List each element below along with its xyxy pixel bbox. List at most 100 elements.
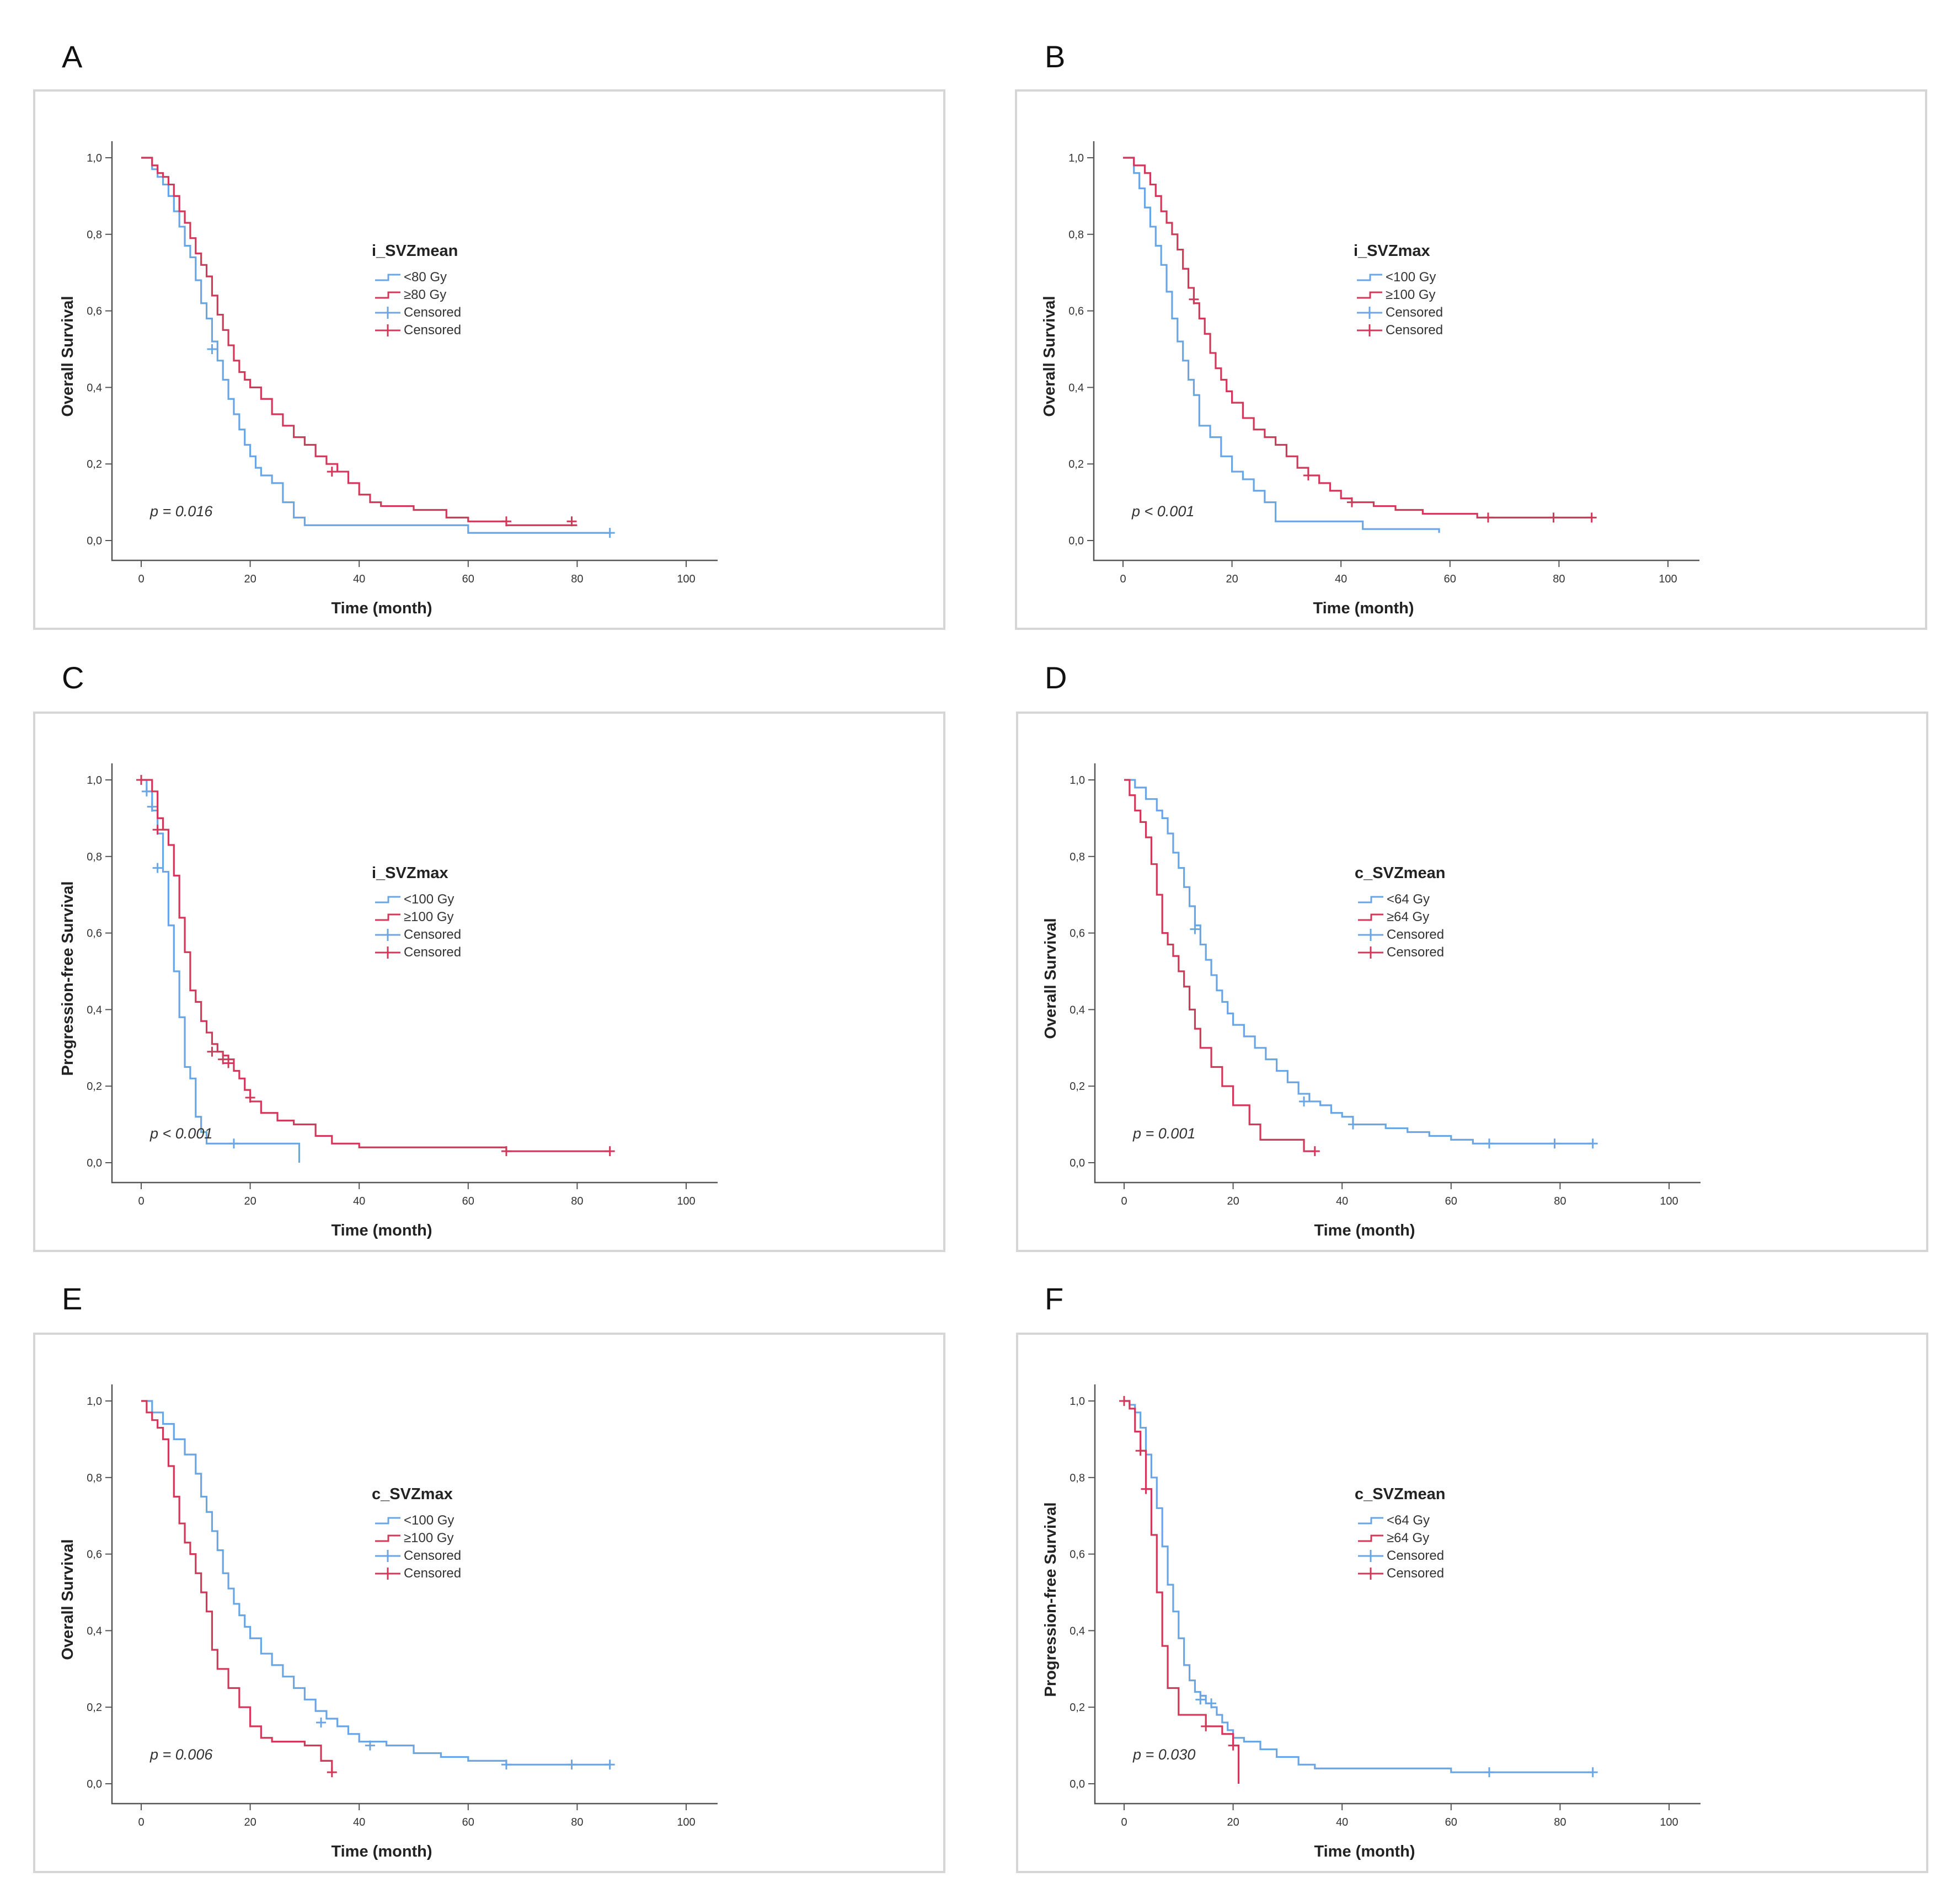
axes-lines (111, 763, 718, 1184)
panel-letter-a: A (62, 39, 83, 74)
censor-mark (136, 775, 146, 785)
panel-letter-f: F (1045, 1281, 1064, 1316)
x-tick-label: 100 (677, 1816, 695, 1828)
x-tick-label: 80 (1554, 1816, 1566, 1828)
legend-censor-symbol (375, 1550, 400, 1562)
censor-mark (605, 1759, 615, 1770)
censor-mark (1484, 1138, 1494, 1149)
censor-mark (501, 1146, 511, 1157)
censor-mark (501, 516, 511, 527)
legend-entry: Censored (1387, 927, 1444, 942)
axes-lines (1094, 1384, 1701, 1805)
y-axis-title: Overall Survival (59, 296, 77, 416)
legend-title: i_SVZmax (372, 864, 448, 882)
censor-mark (1587, 1767, 1598, 1778)
x-axis-title: Time (month) (331, 1843, 432, 1860)
x-tick-label: 80 (571, 1816, 583, 1828)
censor-mark (566, 516, 577, 527)
censor-mark (141, 786, 152, 796)
legend-step-symbol (1357, 291, 1382, 299)
y-axis-title: Overall Survival (1041, 296, 1058, 416)
legend-censor-symbol (1357, 307, 1382, 319)
legend-step-symbol (375, 1517, 400, 1525)
y-tick-label: 0,4 (1070, 1004, 1085, 1016)
censor-mark (1119, 1396, 1129, 1406)
chart-panel-d: 0,0 0,2 0,4 0,6 0,8 1,0 0 20 40 60 80 100 Time (mont… (1016, 712, 1928, 1252)
y-axis-title: Overall Survival (59, 1539, 77, 1660)
km-plot-b: 0,0 0,2 0,4 0,6 0,8 1,0 0 20 40 60 80 100 Time (mont… (1041, 141, 1699, 617)
axes-lines (1094, 763, 1701, 1184)
legend-entry: Censored (1387, 1548, 1444, 1563)
censor-mark (1483, 512, 1493, 523)
legend-entry: <64 Gy (1387, 892, 1430, 907)
x-tick-label: 20 (1227, 1816, 1239, 1828)
legend-censor-symbol (1358, 1550, 1383, 1562)
censor-mark (1201, 1721, 1211, 1731)
y-tick-label: 0,8 (87, 229, 102, 241)
x-tick-label: 0 (138, 1816, 144, 1828)
legend-entry: Censored (1387, 945, 1444, 960)
y-tick-label: 1,0 (1070, 774, 1085, 787)
y-axis-title: Progression-free Survival (1042, 1502, 1060, 1697)
legend-entry: <100 Gy (404, 892, 454, 907)
x-tick-label: 60 (462, 1195, 474, 1207)
y-tick-label: 0,6 (1070, 928, 1085, 940)
series-line-high (141, 1400, 333, 1773)
legend-step-symbol (1358, 1534, 1383, 1542)
x-axis-title: Time (month) (331, 600, 432, 617)
x-tick-label: 60 (1445, 1816, 1457, 1828)
y-tick-label: 0,6 (87, 1549, 102, 1561)
legend-step-symbol (375, 1534, 400, 1542)
km-plot-e: 0,0 0,2 0,4 0,6 0,8 1,0 0 20 40 60 80 100 Time (mont… (59, 1384, 718, 1860)
y-tick-label: 0,4 (1068, 382, 1084, 394)
axes-lines (1093, 141, 1699, 561)
chart-panel-b: 0,0 0,2 0,4 0,6 0,8 1,0 0 20 40 60 80 100 Time (mont… (1015, 89, 1927, 630)
censor-mark (152, 825, 163, 835)
x-tick-label: 40 (353, 1816, 365, 1828)
censor-mark (316, 1717, 327, 1727)
x-tick-label: 0 (1121, 1816, 1127, 1828)
censor-mark (218, 1054, 228, 1065)
legend-entry: Censored (404, 1566, 461, 1581)
series-line-low (141, 1400, 610, 1766)
y-tick-label: 0,0 (87, 1157, 102, 1169)
x-tick-label: 20 (1227, 1195, 1239, 1207)
y-tick-label: 0,6 (1070, 1549, 1085, 1561)
censor-mark (245, 1093, 255, 1103)
legend-step-symbol (1358, 896, 1383, 903)
censor-mark (1549, 1138, 1560, 1149)
y-tick-label: 0,4 (87, 1004, 102, 1016)
p-value-annotation: p = 0.006 (149, 1746, 213, 1763)
p-value-annotation: p = 0.001 (1132, 1125, 1195, 1142)
x-tick-label: 80 (571, 1195, 583, 1207)
legend-entry: ≥64 Gy (1387, 1531, 1429, 1545)
y-tick-label: 0,8 (1068, 229, 1084, 241)
censor-mark (605, 528, 615, 538)
y-axis-title: Overall Survival (1042, 918, 1060, 1039)
legend-censor-symbol (1358, 1568, 1383, 1580)
legend-title: i_SVZmean (372, 242, 458, 260)
legend-step-symbol (375, 913, 400, 921)
censor-mark (147, 801, 157, 812)
censor-mark (1228, 1740, 1238, 1751)
legend-entry: <100 Gy (1386, 270, 1436, 285)
chart-panel-c: 0,0 0,2 0,4 0,6 0,8 1,0 0 20 40 60 80 100 Time (mont… (33, 712, 945, 1252)
censor-mark (327, 1767, 337, 1778)
x-tick-label: 40 (353, 573, 365, 585)
censor-mark (223, 1058, 234, 1068)
censor-mark (1299, 1096, 1309, 1106)
legend-censor-symbol (375, 1568, 400, 1580)
x-axis-title: Time (month) (331, 1222, 432, 1239)
legend-step-symbol (375, 291, 400, 299)
p-value-annotation: p < 0.001 (1131, 503, 1194, 520)
series-line-high (1124, 779, 1315, 1152)
censor-mark (1135, 1446, 1146, 1456)
series-line-high (1123, 157, 1592, 518)
x-tick-label: 20 (1226, 573, 1238, 585)
y-tick-label: 0,2 (87, 458, 102, 470)
legend-step-symbol (375, 274, 400, 281)
censor-mark (1548, 512, 1559, 523)
legend-entry: Censored (1386, 305, 1443, 320)
legend-censor-symbol (1357, 324, 1382, 336)
x-tick-label: 40 (353, 1195, 365, 1207)
